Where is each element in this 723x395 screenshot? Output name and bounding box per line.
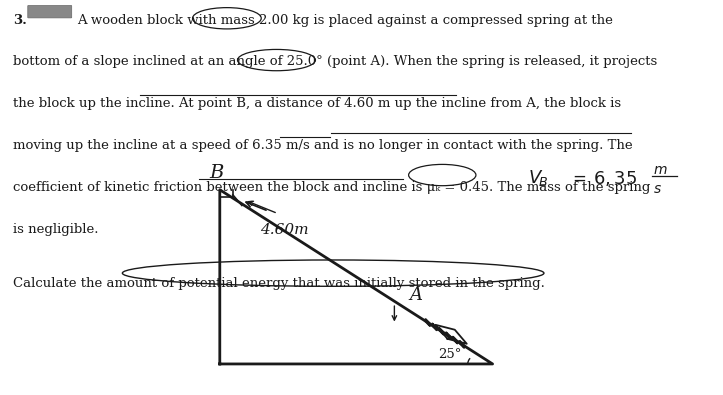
Text: 4.60m: 4.60m	[260, 223, 309, 237]
Text: 25°: 25°	[438, 348, 462, 361]
Text: $=$: $=$	[569, 169, 586, 187]
FancyBboxPatch shape	[27, 6, 72, 18]
Text: $m$: $m$	[654, 163, 668, 177]
Text: A wooden block with mass 2.00 kg is placed against a compressed spring at the: A wooden block with mass 2.00 kg is plac…	[77, 13, 612, 26]
Text: bottom of a slope inclined at an angle of 25.0° (point A). When the spring is re: bottom of a slope inclined at an angle o…	[13, 55, 657, 68]
Text: 3.: 3.	[13, 13, 27, 26]
Text: coefficient of kinetic friction between the block and incline is μₖ = 0.45. The : coefficient of kinetic friction between …	[13, 181, 650, 194]
Text: is negligible.: is negligible.	[13, 223, 98, 236]
Text: $V_{\!B}$: $V_{\!B}$	[528, 168, 548, 188]
Text: moving up the incline at a speed of 6.35 m/s and is no longer in contact with th: moving up the incline at a speed of 6.35…	[13, 139, 633, 152]
Text: $s$: $s$	[654, 182, 662, 196]
Text: A: A	[409, 286, 422, 305]
Text: the block up the incline. At point B, a distance of 4.60 m up the incline from A: the block up the incline. At point B, a …	[13, 97, 621, 110]
Text: Calculate the amount of potential energy that was initially stored in the spring: Calculate the amount of potential energy…	[13, 277, 544, 290]
Text: $6,35$: $6,35$	[593, 169, 637, 188]
Text: B: B	[209, 164, 223, 182]
